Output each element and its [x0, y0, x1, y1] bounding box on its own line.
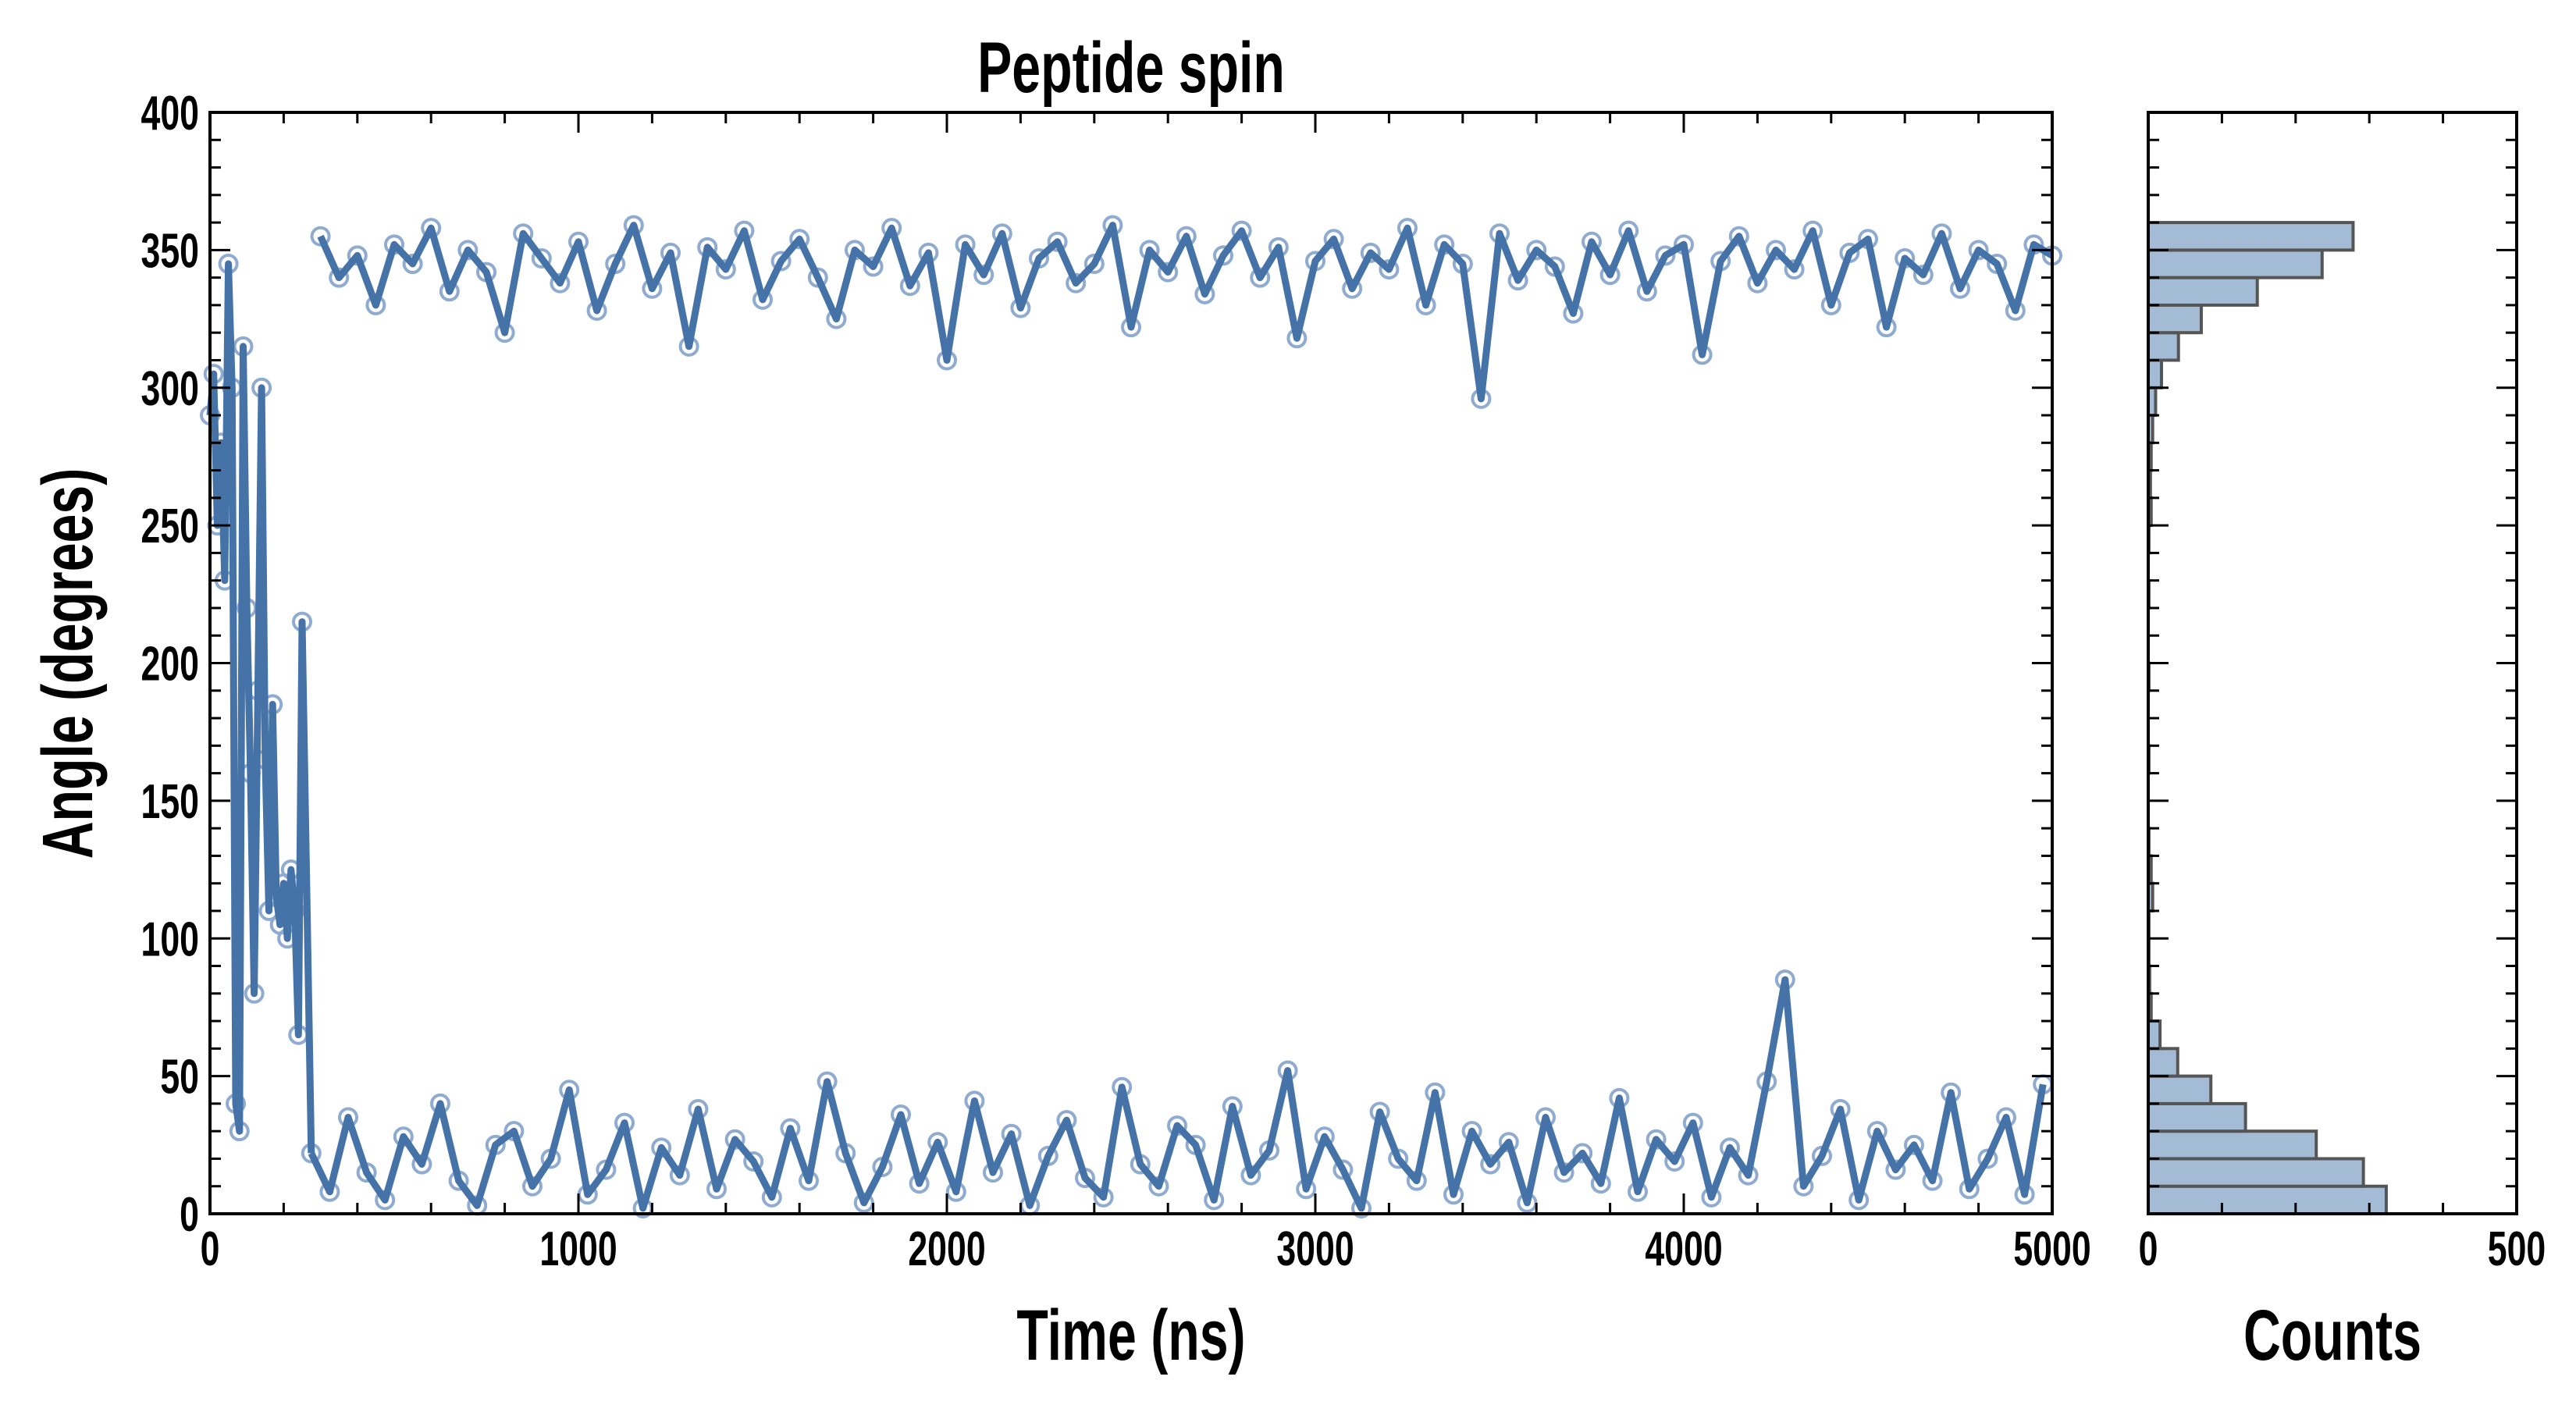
data-point-marker [1572, 1143, 1593, 1164]
series-line-transition [206, 260, 315, 1154]
y-axis-label: Angle (degrees) [27, 468, 107, 859]
y-tick-label: 300 [141, 362, 199, 416]
x-tick-label: 4000 [1645, 1222, 1722, 1276]
y-tick-label: 150 [141, 775, 199, 829]
y-tick-label: 50 [160, 1051, 199, 1104]
histogram-x-tick-label: 0 [2139, 1222, 2158, 1276]
data-point-marker [531, 247, 552, 269]
data-point-marker [1664, 1151, 1685, 1172]
histogram-bar [2147, 1047, 2179, 1078]
data-point-marker [1526, 240, 1547, 261]
data-point-marker [743, 1151, 764, 1172]
histogram-bar [2147, 303, 2203, 335]
chart-title: Peptide spin [977, 27, 1285, 107]
histogram-bar [2147, 248, 2324, 279]
y-tick-label: 350 [141, 224, 199, 278]
data-point-marker [1655, 245, 1676, 266]
histogram-bar [2147, 276, 2259, 307]
data-point-marker [1968, 240, 1989, 261]
data-point-marker [715, 259, 736, 280]
data-point-marker [1480, 1154, 1501, 1175]
y-tick-label: 400 [141, 87, 199, 140]
data-point-marker [1766, 240, 1786, 261]
x-tick-label: 5000 [2013, 1222, 2090, 1276]
histogram-bar [2147, 221, 2355, 252]
data-point-marker [1784, 259, 1805, 280]
histogram-bar [2147, 1157, 2365, 1188]
data-point-marker [1083, 254, 1105, 275]
series-line-lower-band [308, 976, 2047, 1212]
histogram-bar [2147, 331, 2180, 362]
data-point-marker [1158, 261, 1179, 283]
histogram-bar [2147, 1019, 2162, 1051]
x-tick-label: 2000 [908, 1222, 985, 1276]
series-line-upper-band [317, 222, 2055, 403]
histogram-bar [2147, 358, 2163, 389]
histogram-bar [2147, 1101, 2247, 1133]
data-point-marker [1360, 242, 1381, 263]
data-point-marker [1332, 1159, 1354, 1180]
histogram-x-axis-label: Counts [2243, 1294, 2421, 1375]
y-tick-label: 100 [141, 912, 199, 966]
histogram-bar [2147, 1184, 2388, 1215]
histogram-area [2147, 221, 2388, 1215]
data-point-marker [789, 229, 810, 250]
y-tick-label: 0 [180, 1188, 199, 1242]
data-point-marker [1213, 245, 1233, 266]
y-tick-label: 250 [141, 500, 199, 553]
histogram-x-tick-label: 500 [2488, 1222, 2546, 1276]
data-point-marker [863, 256, 884, 277]
x-tick-label: 1000 [539, 1222, 617, 1276]
histogram-bar [2147, 1074, 2213, 1105]
x-tick-label: 3000 [1276, 1222, 1354, 1276]
x-tick-label: 0 [201, 1222, 220, 1276]
histogram-bar [2147, 1129, 2318, 1161]
data-point-marker [770, 251, 792, 272]
scatter-plot-area [200, 215, 2062, 1218]
y-tick-label: 200 [141, 637, 199, 691]
x-axis-label: Time (ns) [1016, 1294, 1245, 1375]
data-point-marker [1904, 1134, 1924, 1155]
data-point-marker [1885, 1159, 1906, 1180]
data-point-marker [402, 254, 423, 275]
